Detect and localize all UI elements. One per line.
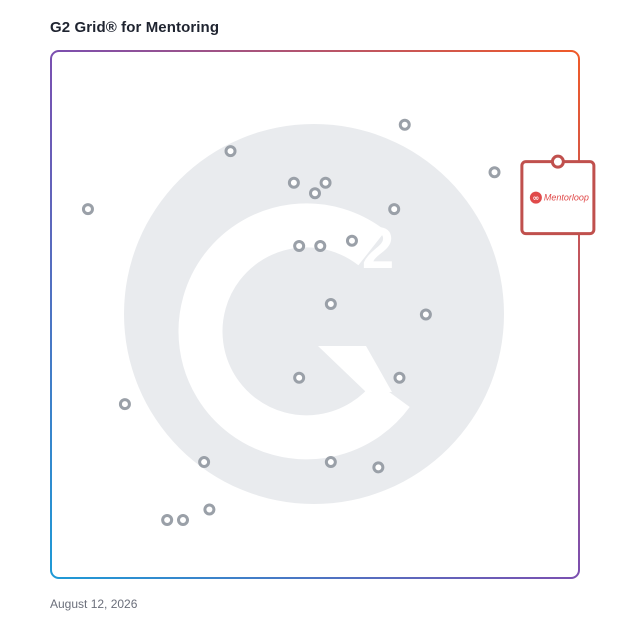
data-point-18[interactable]	[324, 456, 337, 469]
data-point-22[interactable]	[177, 514, 189, 527]
svg-text:∞: ∞	[533, 194, 540, 203]
data-point-20[interactable]	[203, 503, 216, 516]
mentorloop-logo-icon: ∞	[529, 191, 542, 204]
data-point-14[interactable]	[393, 371, 406, 384]
data-point-11[interactable]	[314, 239, 327, 252]
data-point-2[interactable]	[224, 145, 237, 158]
data-point-7[interactable]	[81, 203, 94, 216]
report-date: August 12, 2026	[50, 597, 138, 611]
data-point-21[interactable]	[161, 514, 174, 527]
data-point-17[interactable]	[198, 456, 211, 469]
data-point-16[interactable]	[118, 398, 131, 411]
data-point-13[interactable]	[419, 308, 432, 321]
data-point-9[interactable]	[345, 234, 358, 247]
data-point-10[interactable]	[293, 239, 306, 252]
points-layer	[81, 118, 501, 527]
highlight-marker[interactable]: ∞ Mentorloop	[520, 154, 596, 236]
data-point-15[interactable]	[293, 371, 306, 384]
data-point-1[interactable]	[398, 118, 411, 131]
highlight-point[interactable]	[550, 154, 565, 169]
data-point-4[interactable]	[287, 176, 300, 189]
data-point-3[interactable]	[488, 166, 501, 179]
data-point-6[interactable]	[309, 187, 321, 200]
data-point-19[interactable]	[372, 461, 385, 474]
data-point-5[interactable]	[319, 176, 332, 189]
data-point-8[interactable]	[388, 203, 401, 216]
chart-title: G2 Grid® for Mentoring	[50, 19, 220, 36]
data-point-12[interactable]	[324, 297, 337, 310]
svg-text:2: 2	[362, 216, 394, 281]
highlight-label: Mentorloop	[544, 193, 589, 203]
